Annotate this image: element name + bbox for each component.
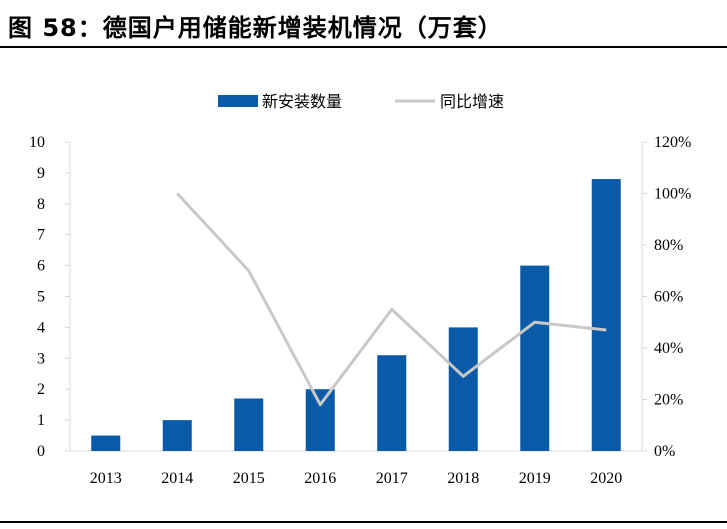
x-axis-tick-label: 2016 bbox=[304, 470, 336, 487]
right-axis-tick-label: 80% bbox=[654, 237, 683, 254]
left-axis-tick-label: 9 bbox=[37, 165, 45, 182]
left-axis-tick-label: 6 bbox=[37, 258, 45, 275]
bar-series bbox=[91, 179, 621, 451]
bar-2015 bbox=[234, 398, 264, 451]
bar-2018 bbox=[448, 327, 478, 451]
x-axis-tick-label: 2014 bbox=[161, 470, 193, 487]
right-axis-tick-label: 100% bbox=[654, 186, 691, 203]
bar-2014 bbox=[162, 420, 192, 451]
line-series bbox=[176, 192, 607, 407]
x-axis-tick-label: 2013 bbox=[90, 470, 122, 487]
title-rule bbox=[0, 46, 727, 48]
left-axis-tick-label: 3 bbox=[37, 350, 45, 367]
bar-2013 bbox=[91, 435, 121, 451]
right-axis-tick-label: 20% bbox=[654, 392, 683, 409]
left-axis-tick-label: 0 bbox=[37, 443, 45, 460]
bar-2020 bbox=[591, 179, 621, 451]
left-axis-tick-label: 7 bbox=[37, 227, 45, 244]
legend-label-bars: 新安装数量 bbox=[262, 92, 342, 111]
x-axis-tick-label: 2017 bbox=[376, 470, 408, 487]
legend-label-line: 同比增速 bbox=[440, 92, 504, 111]
x-axis-tick-label: 2020 bbox=[590, 470, 622, 487]
right-axis-tick-label: 40% bbox=[654, 340, 683, 357]
legend-swatch-bars bbox=[218, 95, 258, 107]
bar-2019 bbox=[520, 265, 550, 451]
chart-legend: 新安装数量 同比增速 bbox=[218, 92, 504, 111]
bar-2016 bbox=[305, 389, 335, 451]
left-axis-tick-label: 2 bbox=[37, 381, 45, 398]
right-axis-tick-label: 0% bbox=[654, 443, 675, 460]
right-axis-tick-label: 120% bbox=[654, 134, 691, 151]
bottom-rule bbox=[0, 521, 727, 523]
x-axis-tick-label: 2015 bbox=[233, 470, 265, 487]
figure-title: 图 58：德国户用储能新增装机情况（万套） bbox=[8, 14, 503, 42]
left-axis-tick-label: 5 bbox=[37, 289, 45, 306]
bar-2017 bbox=[377, 355, 407, 451]
left-axis-tick-label: 1 bbox=[37, 412, 45, 429]
x-axis-tick-label: 2018 bbox=[447, 470, 479, 487]
left-axis-tick-label: 4 bbox=[37, 319, 45, 336]
x-axis-tick-label: 2019 bbox=[519, 470, 551, 487]
left-axis-tick-label: 8 bbox=[37, 196, 45, 213]
left-axis-tick-label: 10 bbox=[29, 134, 45, 151]
right-axis-tick-label: 60% bbox=[654, 289, 683, 306]
